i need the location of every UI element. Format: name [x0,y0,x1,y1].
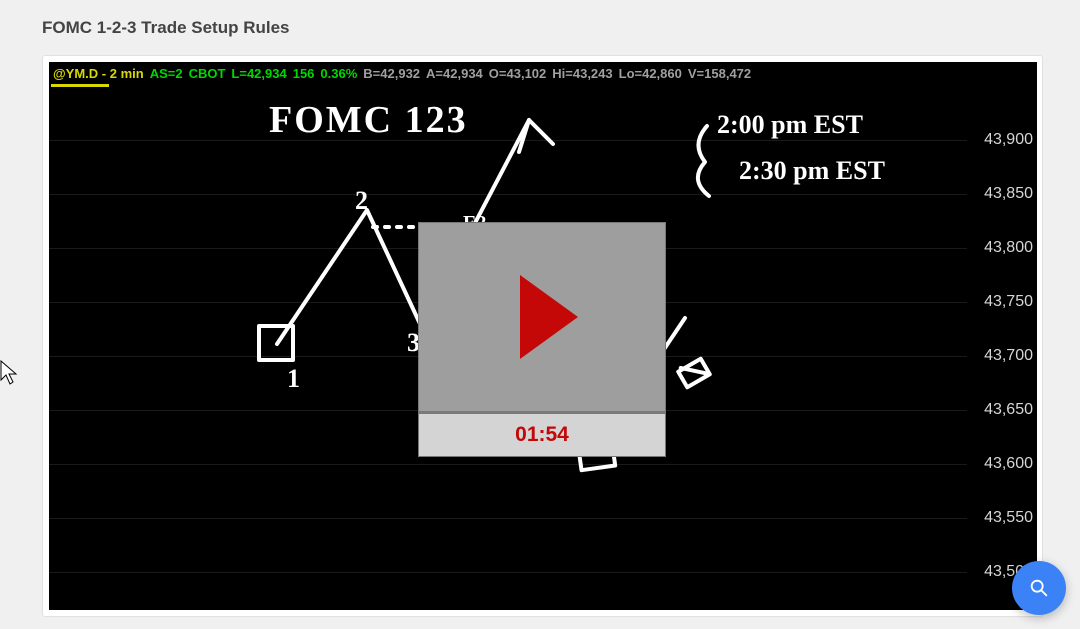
hand-point-1: 1 [287,364,300,394]
hand-title: FOMC 123 [269,98,468,142]
help-button[interactable] [1012,561,1066,615]
play-button[interactable]: 01:54 [418,222,666,457]
play-icon [419,223,665,411]
video-duration: 01:54 [419,414,665,456]
axis-label: 43,600 [984,455,1033,473]
grid-line [49,140,967,141]
ticker-lo: Lo=42,860 [619,66,682,81]
grid-line [49,194,967,195]
ticker-underline [51,84,109,87]
axis-label: 43,900 [984,131,1033,149]
cursor-icon [0,360,18,386]
grid-line [49,572,967,573]
grid-line [49,518,967,519]
axis-label: 43,850 [984,185,1033,203]
chart-area: @YM.D - 2 min AS=2 CBOT L=42,934 156 0.3… [49,62,1037,610]
ticker-exch: CBOT [189,66,226,81]
hand-point-2: 2 [355,186,368,216]
page-title: FOMC 1-2-3 Trade Setup Rules [42,18,290,38]
axis-label: 43,700 [984,347,1033,365]
axis-label: 43,550 [984,509,1033,527]
ticker-open: O=43,102 [489,66,546,81]
ticker-bar: @YM.D - 2 min AS=2 CBOT L=42,934 156 0.3… [49,64,1037,82]
axis-label: 43,650 [984,401,1033,419]
hand-time-1: 2:00 pm EST [717,110,863,140]
ticker-pct: 0.36% [320,66,357,81]
video-frame: @YM.D - 2 min AS=2 CBOT L=42,934 156 0.3… [42,55,1043,617]
ticker-vol: V=158,472 [688,66,751,81]
ticker-as: AS=2 [150,66,183,81]
ticker-symbol: @YM.D - 2 min [53,66,144,81]
hand-time-2: 2:30 pm EST [739,156,885,186]
axis-label: 43,750 [984,293,1033,311]
axis-label: 43,800 [984,239,1033,257]
grid-line [49,464,967,465]
search-icon [1028,577,1050,599]
ticker-hi: Hi=43,243 [552,66,612,81]
ticker-last: L=42,934 [231,66,286,81]
ticker-ask: A=42,934 [426,66,483,81]
ticker-chg: 156 [293,66,315,81]
ticker-bid: B=42,932 [363,66,420,81]
